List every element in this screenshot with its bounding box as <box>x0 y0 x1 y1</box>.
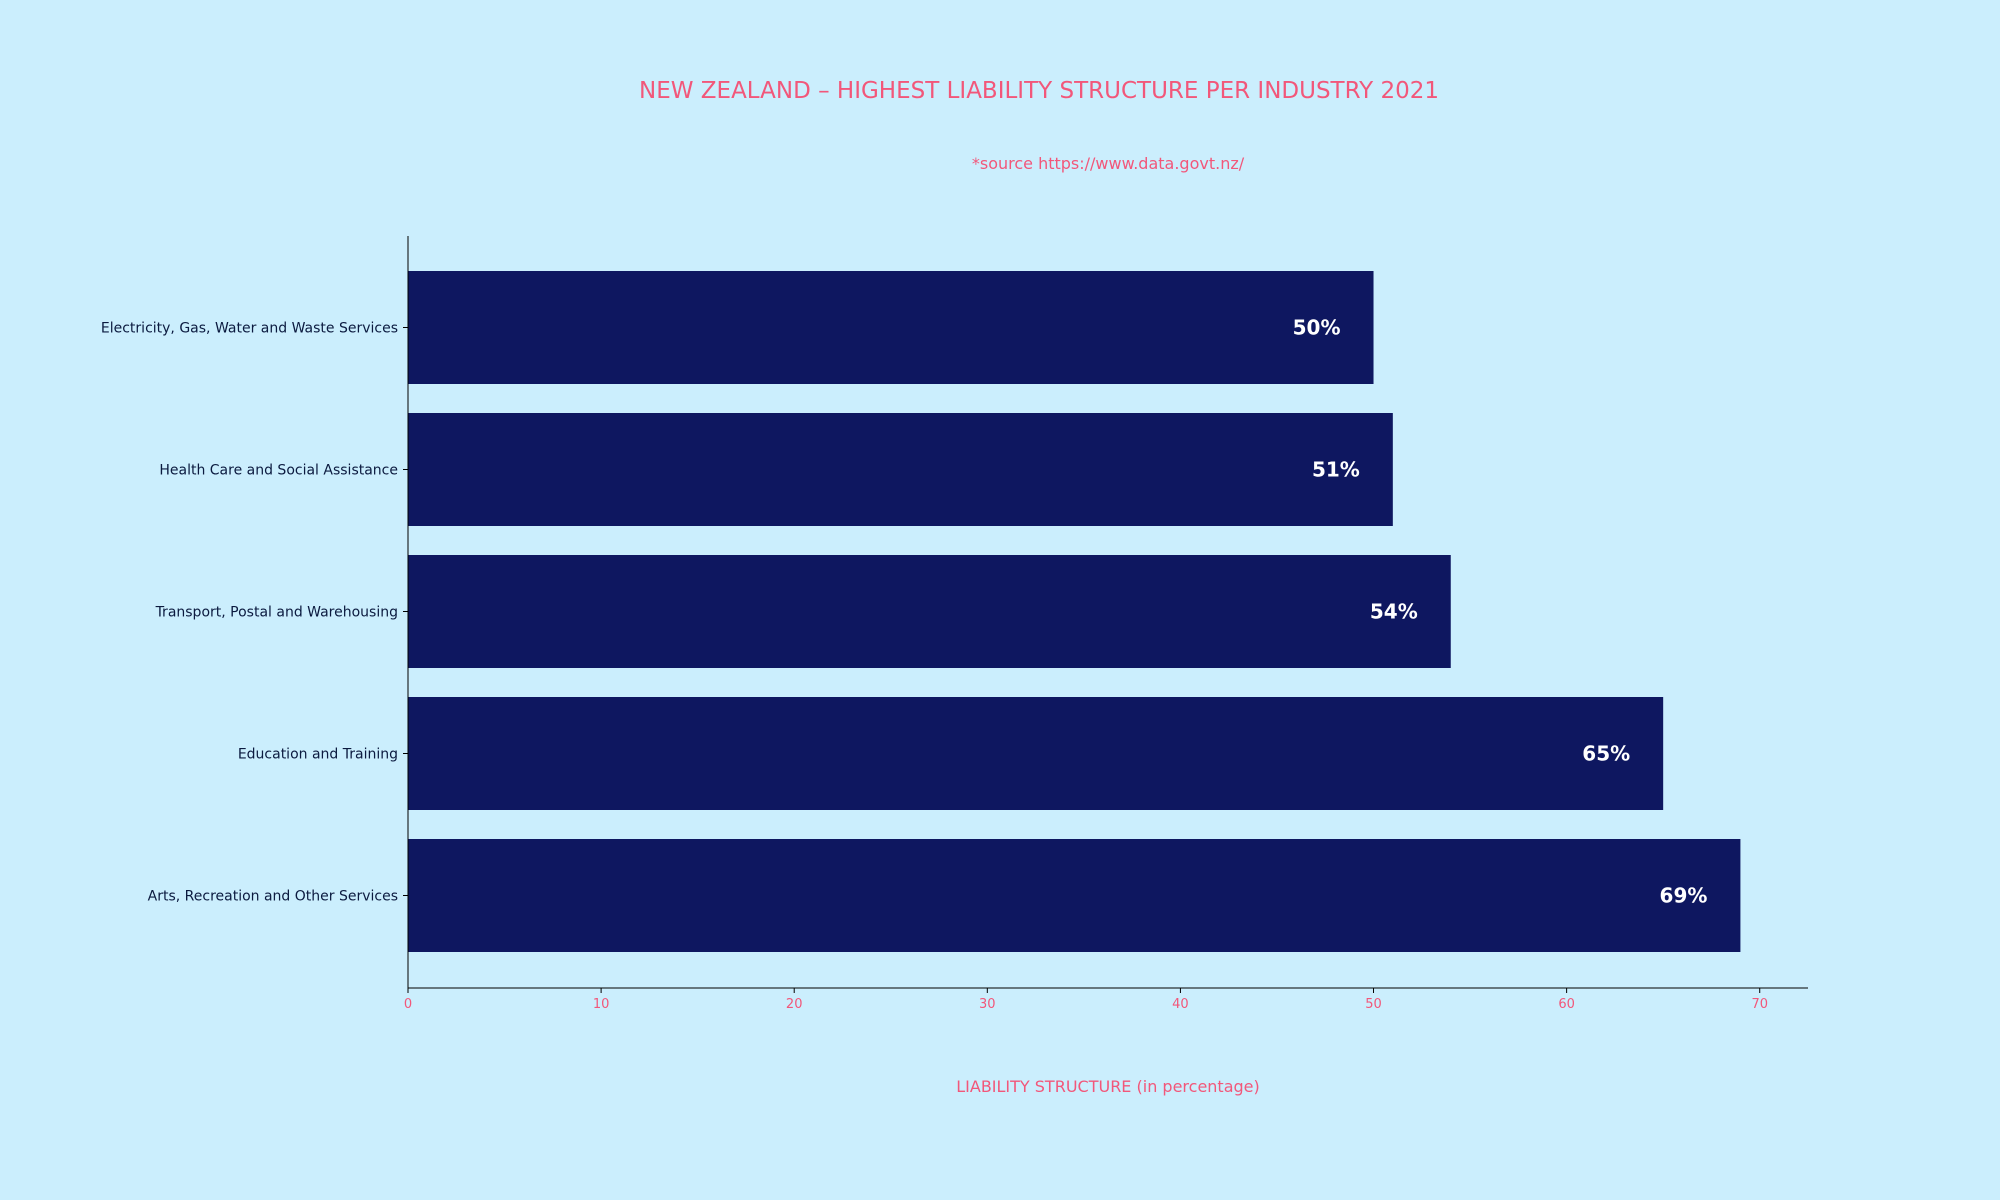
category-label: Education and Training <box>238 747 398 763</box>
category-label: Transport, Postal and Warehousing <box>155 605 398 621</box>
chart-title: NEW ZEALAND – HIGHEST LIABILITY STRUCTUR… <box>639 78 1439 104</box>
data-label: 50% <box>1293 316 1341 340</box>
data-label: 69% <box>1660 884 1708 908</box>
bar <box>408 555 1451 668</box>
data-labels-group: 50% 51% 54% 65% 69% <box>1293 316 1708 908</box>
x-tick-label: 40 <box>1172 997 1189 1012</box>
x-axis-title: LIABILITY STRUCTURE (in percentage) <box>956 1077 1260 1096</box>
x-tick-label: 70 <box>1751 997 1768 1012</box>
axes-group <box>403 236 1808 989</box>
x-tick-label: 0 <box>404 997 412 1012</box>
category-label: Health Care and Social Assistance <box>159 463 398 479</box>
category-label: Arts, Recreation and Other Services <box>148 889 398 905</box>
category-label: Electricity, Gas, Water and Waste Servic… <box>101 321 398 337</box>
x-tick-label: 20 <box>786 997 803 1012</box>
data-label: 54% <box>1370 600 1418 624</box>
data-label: 65% <box>1582 742 1630 766</box>
x-tick-label: 50 <box>1365 997 1382 1012</box>
bar <box>408 839 1741 952</box>
x-ticks-group: 0 10 20 30 40 50 60 70 <box>404 988 1768 1012</box>
bar <box>408 697 1664 810</box>
chart-subtitle: *source https://www.data.govt.nz/ <box>972 154 1245 173</box>
x-tick-label: 60 <box>1558 997 1575 1012</box>
x-tick-label: 10 <box>593 997 610 1012</box>
category-labels-group: Electricity, Gas, Water and Waste Servic… <box>101 321 398 905</box>
x-tick-label: 30 <box>979 997 996 1012</box>
bars-group <box>408 271 1741 952</box>
bar <box>408 413 1393 526</box>
data-label: 51% <box>1312 458 1360 482</box>
bar <box>408 271 1374 384</box>
